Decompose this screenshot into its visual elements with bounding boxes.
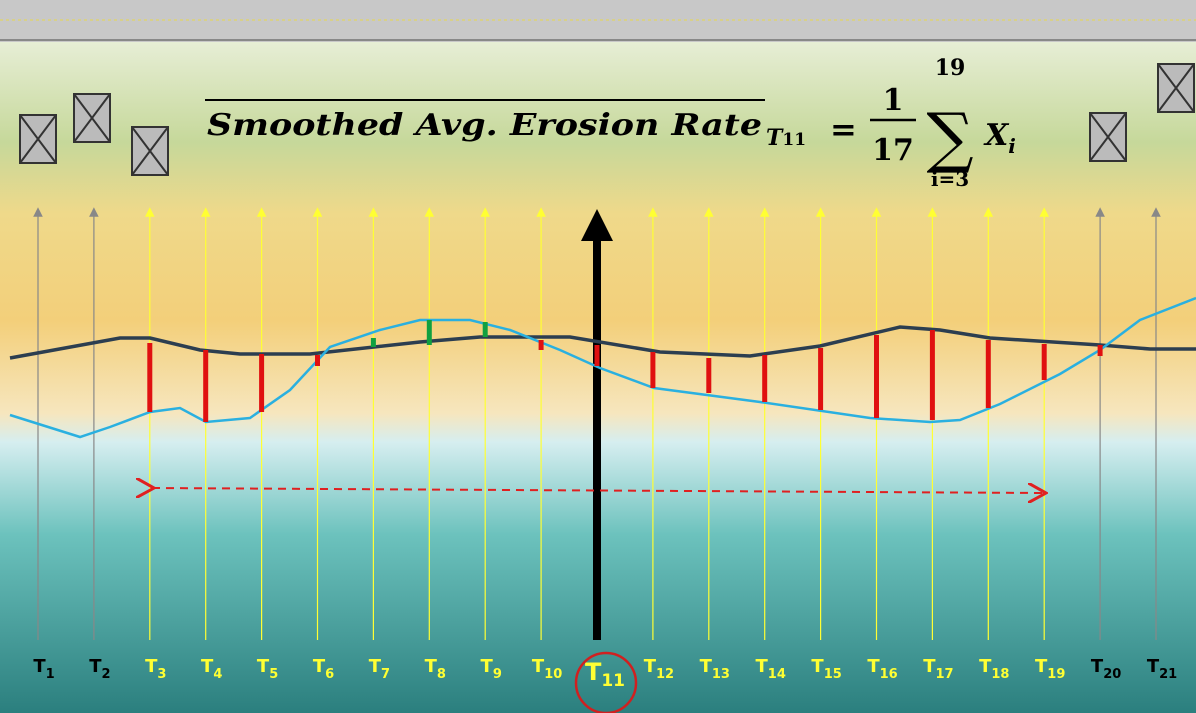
label-sub: 11 xyxy=(601,671,625,691)
icon xyxy=(131,126,169,176)
label-sub: 7 xyxy=(381,667,390,682)
shoreline-blue xyxy=(9,296,1196,439)
label-base: T xyxy=(756,656,769,677)
label-base: T xyxy=(867,656,880,677)
label-sub: 10 xyxy=(544,667,562,682)
label-sub: 8 xyxy=(437,667,446,682)
road xyxy=(0,0,1196,42)
denominator: 17 xyxy=(872,133,914,168)
label-base: T xyxy=(33,656,46,677)
sum-symbol: ∑ xyxy=(926,99,973,176)
label-base: T xyxy=(644,656,657,677)
label-sub: 12 xyxy=(656,667,674,682)
label-base: T xyxy=(89,656,102,677)
sum-lower: i=3 xyxy=(931,167,969,191)
label-sub: 2 xyxy=(102,667,111,682)
subscript-base: T xyxy=(766,125,784,151)
label-sub: 1 xyxy=(46,667,55,682)
transect-label: T3 xyxy=(145,656,166,682)
transect-label: T12 xyxy=(644,656,674,682)
label-sub: 15 xyxy=(824,667,842,682)
label-sub: 16 xyxy=(880,667,898,682)
transect-label: T2 xyxy=(89,656,110,682)
label-sub: 4 xyxy=(213,667,222,682)
label-base: T xyxy=(201,656,214,677)
transect-label: T1 xyxy=(33,656,54,682)
subscript-sub: 11 xyxy=(782,130,806,150)
transect-label: T21 xyxy=(1147,656,1177,682)
label-sub: 9 xyxy=(493,667,502,682)
label-sub: 3 xyxy=(157,667,166,682)
transect-label: T16 xyxy=(867,656,897,682)
image-icons xyxy=(19,63,1195,176)
change-bars xyxy=(147,320,1103,422)
transect-label: T17 xyxy=(923,656,953,682)
label-sub: 6 xyxy=(325,667,334,682)
transect-label: T4 xyxy=(201,656,222,682)
icon xyxy=(1157,63,1195,113)
label-base: T xyxy=(1035,656,1048,677)
label-sub: 17 xyxy=(935,667,953,682)
label-sub: 19 xyxy=(1047,667,1065,682)
transect-label: T15 xyxy=(811,656,841,682)
icon xyxy=(1089,112,1127,162)
label-sub: 18 xyxy=(991,667,1009,682)
transect-label: T11 xyxy=(585,658,625,691)
label-sub: 21 xyxy=(1159,667,1177,682)
label-sub: 5 xyxy=(269,667,278,682)
transect-label: T18 xyxy=(979,656,1009,682)
label-base: T xyxy=(369,656,382,677)
equals: = xyxy=(830,110,857,148)
formula-subscript: T11 xyxy=(766,125,806,151)
shoreline-dark xyxy=(9,325,1196,360)
highlight-circle xyxy=(574,651,638,713)
icon xyxy=(73,93,111,143)
transect-label: T6 xyxy=(313,656,334,682)
label-base: T xyxy=(1091,656,1104,677)
transect-label: T14 xyxy=(756,656,786,682)
numerator: 1 xyxy=(883,83,904,118)
label-sub: 14 xyxy=(768,667,786,682)
label-sub: 13 xyxy=(712,667,730,682)
term-base: X xyxy=(983,118,1010,153)
label-base: T xyxy=(1147,656,1160,677)
label-base: T xyxy=(145,656,158,677)
term: Xi xyxy=(983,118,1016,158)
label-sub: 20 xyxy=(1103,667,1121,682)
label-base: T xyxy=(257,656,270,677)
transect-label: T13 xyxy=(700,656,730,682)
formula-text: Smoothed Avg. Erosion Rate xyxy=(207,108,762,143)
transect-label: T5 xyxy=(257,656,278,682)
label-base: T xyxy=(425,656,438,677)
transect-label: T10 xyxy=(532,656,562,682)
label-base: T xyxy=(532,656,545,677)
label-base: T xyxy=(585,658,602,686)
transect-label: T8 xyxy=(425,656,446,682)
transect-label: T9 xyxy=(481,656,502,682)
transect-label: T20 xyxy=(1091,656,1121,682)
sum-upper: 19 xyxy=(935,55,966,81)
formula: Smoothed Avg. Erosion Rate T11 = 1 17 19… xyxy=(205,55,1016,191)
label-base: T xyxy=(313,656,326,677)
label-base: T xyxy=(923,656,936,677)
label-base: T xyxy=(979,656,992,677)
transect-label: T7 xyxy=(369,656,390,682)
range-arrow xyxy=(152,488,1044,493)
label-base: T xyxy=(700,656,713,677)
term-sub: i xyxy=(1008,134,1016,158)
label-base: T xyxy=(811,656,824,677)
icon xyxy=(19,114,57,164)
transect-label: T19 xyxy=(1035,656,1065,682)
label-base: T xyxy=(481,656,494,677)
